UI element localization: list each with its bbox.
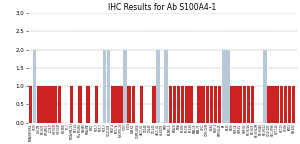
Bar xyxy=(284,86,287,123)
Bar xyxy=(222,50,226,123)
Bar xyxy=(29,86,32,123)
Bar xyxy=(197,86,201,123)
Bar xyxy=(181,86,184,123)
Bar xyxy=(243,86,246,123)
Bar xyxy=(78,86,82,123)
Bar xyxy=(234,86,238,123)
Bar xyxy=(275,86,279,123)
Bar xyxy=(37,86,40,123)
Bar xyxy=(58,86,61,123)
Bar xyxy=(214,86,217,123)
Bar xyxy=(169,86,172,123)
Bar xyxy=(267,86,271,123)
Bar xyxy=(210,86,213,123)
Bar xyxy=(115,86,118,123)
Bar xyxy=(107,50,110,123)
Title: IHC Results for Ab S100A4-1: IHC Results for Ab S100A4-1 xyxy=(108,3,216,13)
Bar xyxy=(185,86,188,123)
Bar xyxy=(70,86,74,123)
Bar xyxy=(41,86,45,123)
Bar xyxy=(280,86,283,123)
Bar xyxy=(218,86,221,123)
Bar xyxy=(140,86,143,123)
Bar xyxy=(86,86,90,123)
Bar xyxy=(263,50,267,123)
Bar xyxy=(156,50,160,123)
Bar xyxy=(238,86,242,123)
Bar xyxy=(230,86,234,123)
Bar xyxy=(251,86,254,123)
Bar xyxy=(128,86,131,123)
Bar xyxy=(164,50,168,123)
Bar xyxy=(177,86,180,123)
Bar xyxy=(50,86,53,123)
Bar xyxy=(103,50,106,123)
Bar xyxy=(206,86,209,123)
Bar xyxy=(247,86,250,123)
Bar xyxy=(45,86,49,123)
Bar xyxy=(202,86,205,123)
Bar xyxy=(132,86,135,123)
Bar xyxy=(152,86,156,123)
Bar xyxy=(226,50,230,123)
Bar xyxy=(292,86,296,123)
Bar xyxy=(119,86,123,123)
Bar xyxy=(189,86,193,123)
Bar xyxy=(53,86,57,123)
Bar xyxy=(33,50,36,123)
Bar xyxy=(123,50,127,123)
Bar xyxy=(94,86,98,123)
Bar xyxy=(288,86,291,123)
Bar xyxy=(111,86,115,123)
Bar xyxy=(272,86,275,123)
Bar xyxy=(173,86,176,123)
